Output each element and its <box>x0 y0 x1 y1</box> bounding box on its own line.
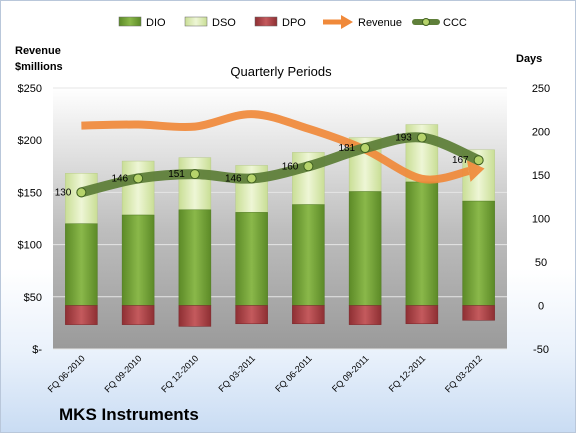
right-tick-label: 150 <box>532 170 550 182</box>
category-label: FQ 06-2010 <box>46 353 87 394</box>
left-tick-label: $50 <box>24 292 42 304</box>
legend-label-dpo: DPO <box>282 17 306 29</box>
left-tick-label: $150 <box>18 187 42 199</box>
dio-bar <box>405 181 439 306</box>
left-axis-ticks: $- $50 $100 $150 $200 $250 <box>18 83 43 356</box>
bars <box>65 124 495 327</box>
legend-label-ccc: CCC <box>443 17 467 29</box>
legend-label-dso: DSO <box>212 17 236 29</box>
revenue-arrowhead <box>466 160 485 182</box>
legend: DIO DSO DPO Revenue CCC <box>118 15 467 29</box>
dpo-bar <box>121 305 155 325</box>
ccc-data-label: 193 <box>395 133 412 144</box>
right-tick-label: -50 <box>533 344 549 356</box>
chart-subtitle: Quarterly Periods <box>230 64 332 79</box>
ccc-data-label: 167 <box>452 155 469 166</box>
right-tick-label: 0 <box>538 301 544 313</box>
legend-label-dio: DIO <box>146 17 166 29</box>
legend-marker-ccc <box>422 18 430 26</box>
left-tick-label: $- <box>32 344 42 356</box>
dio-bar <box>65 223 98 306</box>
ccc-marker <box>360 143 371 154</box>
right-tick-label: 100 <box>532 214 550 226</box>
ccc-marker <box>416 132 427 143</box>
dpo-bar <box>65 305 98 325</box>
dpo-bar <box>462 305 495 321</box>
ccc-series <box>76 132 484 198</box>
legend-arrowhead-revenue <box>341 15 353 29</box>
category-label: FQ 03-2012 <box>443 353 484 394</box>
legend-swatch-dpo <box>254 16 278 27</box>
dso-bar <box>121 160 155 216</box>
ccc-data-label: 130 <box>55 187 72 198</box>
category-label: FQ 09-2010 <box>103 353 144 394</box>
left-axis-title-line-1: Revenue <box>15 45 61 57</box>
ccc-data-label: 146 <box>111 173 128 184</box>
ccc-data-label: 181 <box>338 143 355 154</box>
category-label: FQ 12-2011 <box>387 353 428 394</box>
legend-swatch-dio <box>118 16 142 27</box>
revenue-series <box>81 110 485 184</box>
ccc-marker <box>303 161 314 172</box>
left-tick-label: $250 <box>18 83 42 95</box>
legend-swatch-dso <box>184 16 208 27</box>
ccc-marker <box>133 173 144 184</box>
dpo-bar <box>178 305 212 327</box>
left-axis-title-line-2: $millions <box>15 61 63 73</box>
ccc-marker <box>246 173 257 184</box>
dio-bar <box>235 212 268 306</box>
dso-bar <box>65 173 98 224</box>
ccc-marker <box>189 169 200 180</box>
legend-label-revenue: Revenue <box>358 17 402 29</box>
category-labels: FQ 06-2010 FQ 09-2010 FQ 12-2010 FQ 03-2011… <box>46 353 484 394</box>
category-label: FQ 03-2011 <box>216 353 257 394</box>
left-tick-label: $100 <box>18 240 42 252</box>
category-label: FQ 12-2010 <box>159 353 200 394</box>
ccc-data-labels: 130 146 151 146 160 181 193 167 <box>55 133 469 199</box>
right-axis-ticks: -50 0 50 100 150 200 250 <box>532 83 550 356</box>
left-tick-label: $200 <box>18 135 42 147</box>
dio-bar <box>292 204 325 306</box>
right-tick-label: 250 <box>532 83 550 95</box>
dpo-bar <box>348 305 382 325</box>
ccc-marker <box>76 187 87 198</box>
ccc-data-label: 151 <box>168 169 185 180</box>
right-axis-title: Days <box>516 53 542 65</box>
dso-bar <box>178 157 212 211</box>
dpo-bar <box>235 305 268 325</box>
dio-bar <box>462 200 495 306</box>
right-tick-label: 50 <box>535 257 547 269</box>
dpo-bar <box>405 305 439 325</box>
dio-bar <box>178 209 212 306</box>
ccc-data-label: 146 <box>225 173 242 184</box>
right-tick-label: 200 <box>532 127 550 139</box>
category-label: FQ 06-2011 <box>273 353 314 394</box>
dio-bar <box>121 214 155 306</box>
ccc-data-label: 160 <box>282 161 299 172</box>
category-label: FQ 09-2011 <box>330 353 371 394</box>
ccc-marker <box>473 155 484 166</box>
company-name: MKS Instruments <box>59 405 199 424</box>
dpo-bar <box>292 305 325 325</box>
revenue-line <box>81 110 470 184</box>
dio-bar <box>348 191 382 306</box>
